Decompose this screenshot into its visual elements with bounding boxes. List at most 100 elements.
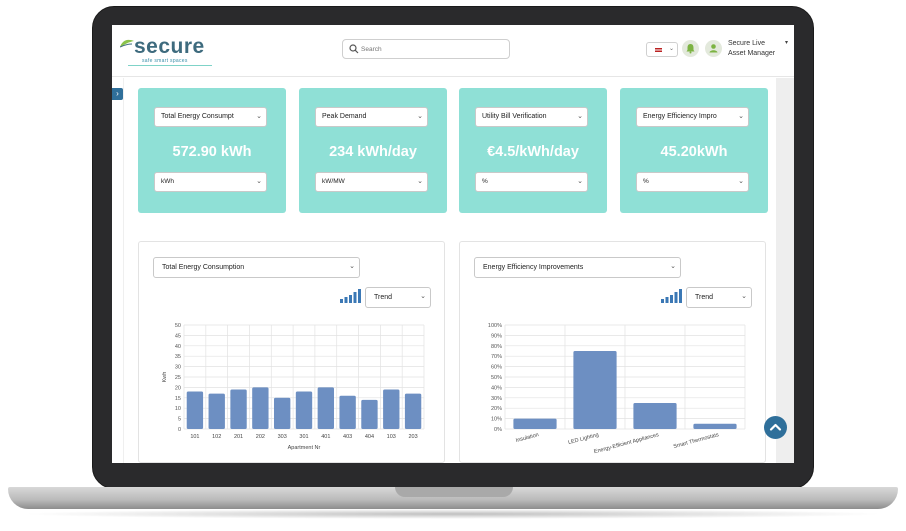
language-select[interactable]: ⌄ <box>646 42 678 57</box>
signal-bars-icon <box>661 289 682 303</box>
kpi-value: 234 kWh/day <box>329 144 417 160</box>
sidebar-toggle-button[interactable]: › <box>112 88 123 100</box>
chevron-down-icon: ⌄ <box>669 46 675 52</box>
y-tick-label: 30 <box>175 365 181 371</box>
y-tick-label: 15 <box>175 396 181 402</box>
kpi-unit-label: kWh <box>161 178 174 185</box>
y-tick-label: 90% <box>491 333 502 339</box>
kpi-unit-label: % <box>643 178 649 185</box>
kpi-metric-label: Peak Demand <box>322 113 367 120</box>
y-tick-label: 35 <box>175 354 181 360</box>
chart-metric-label: Energy Efficiency Improvements <box>483 264 584 271</box>
y-tick-label: 60% <box>491 365 502 371</box>
y-tick-label: 100% <box>488 323 502 329</box>
x-tick-label: Insulation <box>515 432 539 444</box>
user-icon <box>709 44 718 53</box>
scrollbar-track[interactable] <box>776 78 794 463</box>
bar <box>274 397 291 429</box>
chart-metric-label: Total Energy Consumption <box>162 264 245 271</box>
search-input[interactable] <box>361 42 506 56</box>
x-axis-label: Apartment Nr <box>288 445 321 451</box>
bar <box>186 391 204 429</box>
kpi-card-peak-demand: Peak Demand ⌄ 234 kWh/day kW/MW ⌄ <box>299 88 447 213</box>
x-tick-label: 404 <box>365 434 374 440</box>
laptop-shadow <box>20 509 886 519</box>
kpi-metric-select[interactable]: Peak Demand ⌄ <box>315 107 428 127</box>
caret-down-icon[interactable]: ▾ <box>785 40 789 46</box>
bar <box>295 391 313 429</box>
y-tick-label: 50 <box>175 323 181 329</box>
x-tick-label: 102 <box>212 434 221 440</box>
x-tick-label: 303 <box>278 434 287 440</box>
chevron-down-icon: ⌄ <box>417 178 423 185</box>
search-icon <box>349 44 359 54</box>
left-divider <box>123 78 124 463</box>
chevron-down-icon: ⌄ <box>256 113 262 120</box>
y-axis-label: Kwh <box>162 372 168 383</box>
chart-card-efficiency: Energy Efficiency Improvements ⌄ Trend ⌄ 0… <box>459 241 766 463</box>
kpi-value: €4.5/kWh/day <box>487 144 579 160</box>
kpi-unit-select[interactable]: kWh ⌄ <box>154 172 267 192</box>
chevron-down-icon: ⌄ <box>420 293 426 300</box>
y-tick-label: 45 <box>175 333 181 339</box>
kpi-unit-select[interactable]: kW/MW ⌄ <box>315 172 428 192</box>
user-name[interactable]: Secure Live <box>728 40 765 47</box>
bar <box>339 395 356 429</box>
y-tick-label: 80% <box>491 344 502 350</box>
scroll-to-top-button[interactable] <box>764 416 787 439</box>
kpi-unit-select[interactable]: % ⌄ <box>475 172 588 192</box>
consumption-bar-chart: 0 5 10 15 20 25 30 35 40 45 50 101 102 201 202 303 301 40… <box>162 323 425 451</box>
bar <box>693 423 737 429</box>
kpi-unit-select[interactable]: % ⌄ <box>636 172 749 192</box>
notification-button[interactable] <box>682 40 699 57</box>
y-tick-label: 20% <box>491 406 502 412</box>
kpi-metric-select[interactable]: Total Energy Consumpt ⌄ <box>154 107 267 127</box>
kpi-metric-select[interactable]: Utility Bill Verification ⌄ <box>475 107 588 127</box>
kpi-unit-label: % <box>482 178 488 185</box>
chart-metric-select[interactable]: Energy Efficiency Improvements ⌄ <box>474 257 681 278</box>
logo-word: secure <box>134 35 205 58</box>
user-role: Asset Manager <box>728 50 776 57</box>
x-tick-label: 201 <box>234 434 243 440</box>
x-tick-label: Smart Thermostats <box>673 432 720 450</box>
trend-label: Trend <box>374 294 393 301</box>
x-tick-label: LED Lighting <box>568 432 600 446</box>
logo-underline <box>128 65 212 66</box>
bar <box>252 387 269 429</box>
app-screen: secure safe smart spaces ⌄ <box>112 25 794 463</box>
y-tick-label: 10% <box>491 417 502 423</box>
trend-select[interactable]: Trend ⌄ <box>686 287 752 308</box>
laptop-notch <box>395 487 513 497</box>
logo[interactable]: secure safe smart spaces <box>120 33 212 69</box>
kpi-metric-label: Energy Efficiency Impro <box>643 113 717 120</box>
kpi-metric-label: Total Energy Consumpt <box>161 113 234 120</box>
chevron-down-icon: ⌄ <box>577 178 583 185</box>
user-avatar[interactable] <box>705 40 722 57</box>
kpi-card-total-energy: Total Energy Consumpt ⌄ 572.90 kWh kWh ⌄ <box>138 88 286 213</box>
kpi-metric-label: Utility Bill Verification <box>482 113 547 120</box>
chart-metric-select[interactable]: Total Energy Consumption ⌄ <box>153 257 360 278</box>
chart-card-consumption: Total Energy Consumption ⌄ Trend ⌄ 0 5 10 15 2… <box>138 241 445 463</box>
trend-select[interactable]: Trend ⌄ <box>365 287 431 308</box>
x-tick-label: 103 <box>387 434 396 440</box>
x-tick-label: Energy-Efficient Appliances <box>593 432 659 455</box>
chevron-down-icon: ⌄ <box>670 263 676 270</box>
search-box[interactable] <box>342 39 510 59</box>
x-tick-label: 301 <box>299 434 308 440</box>
y-tick-label: 0% <box>494 427 502 433</box>
bar <box>404 393 422 429</box>
kpi-metric-select[interactable]: Energy Efficiency Impro ⌄ <box>636 107 749 127</box>
y-tick-label: 30% <box>491 396 502 402</box>
bar <box>208 393 225 429</box>
bar <box>513 418 557 429</box>
x-tick-label: 401 <box>321 434 330 440</box>
x-tick-label: 403 <box>343 434 352 440</box>
x-tick-label: 202 <box>256 434 265 440</box>
kpi-value: 45.20kWh <box>660 144 728 160</box>
chevron-down-icon: ⌄ <box>349 263 355 270</box>
y-tick-label: 20 <box>175 385 181 391</box>
kpi-value: 572.90 kWh <box>172 144 252 160</box>
laptop-base <box>8 487 898 509</box>
chevron-down-icon: ⌄ <box>741 293 747 300</box>
efficiency-bar-chart: 0% 10% 20% 30% 40% 50% 60% 70% 80% 90% 100% Insulat… <box>488 323 746 455</box>
